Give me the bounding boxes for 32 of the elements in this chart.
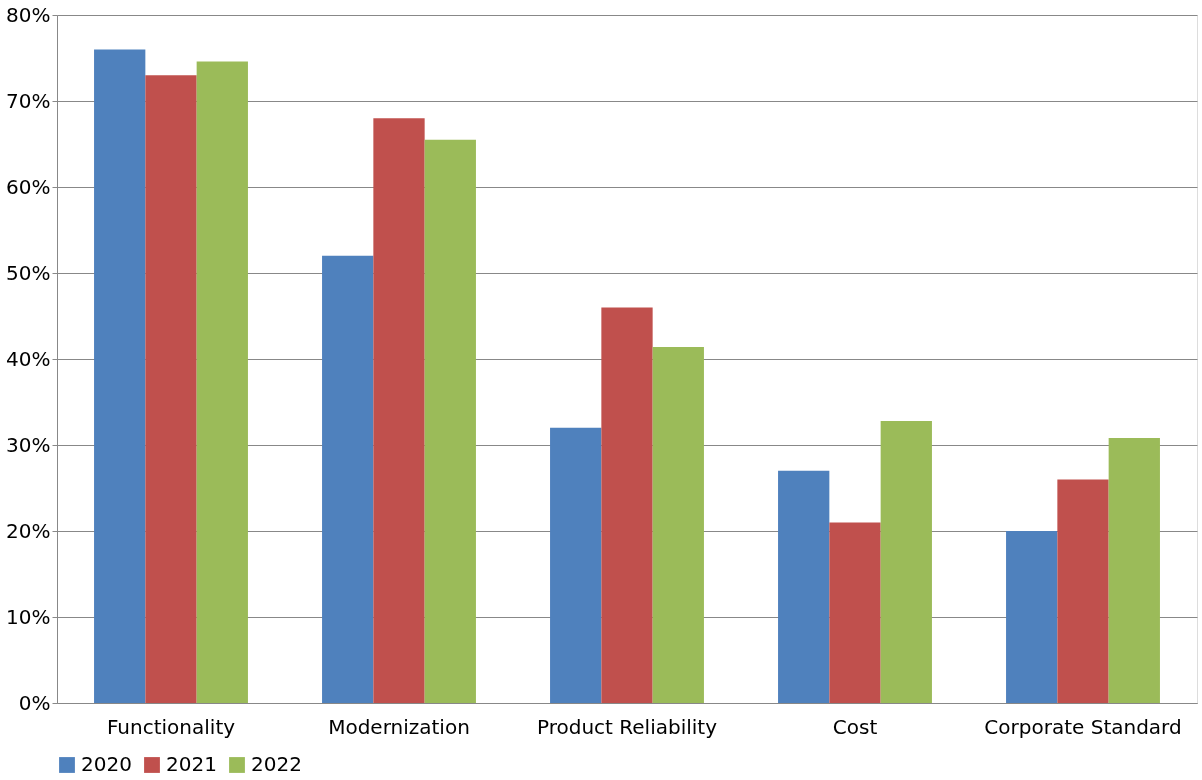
bar — [778, 470, 830, 703]
legend-label: 2022 — [251, 752, 302, 776]
bar — [1006, 531, 1058, 703]
y-tick-label: 20% — [6, 518, 51, 543]
bar — [601, 307, 653, 703]
y-tick-label: 80% — [6, 2, 51, 27]
y-tick-label: 60% — [6, 174, 51, 199]
bar — [880, 420, 932, 703]
y-tick-label: 40% — [6, 346, 51, 371]
bar — [1108, 438, 1160, 703]
y-tick-label: 10% — [6, 604, 51, 629]
x-tick-label: Modernization — [328, 714, 470, 739]
bar — [829, 522, 881, 703]
x-tick-label: Corporate Standard — [984, 714, 1182, 739]
bar — [550, 427, 602, 703]
bar — [373, 118, 425, 703]
y-tick-label: 50% — [6, 260, 51, 285]
x-tick-label: Product Reliability — [536, 714, 718, 739]
bar — [322, 255, 374, 703]
bar — [145, 75, 197, 703]
bar — [1057, 479, 1109, 703]
x-tick-label: Functionality — [106, 714, 236, 739]
y-tick-label: 30% — [6, 432, 51, 457]
y-tick-label: 0% — [18, 690, 51, 715]
bar — [196, 61, 248, 703]
legend-label: 2020 — [81, 752, 132, 776]
x-tick-label: Cost — [832, 714, 878, 739]
bar — [424, 139, 476, 703]
y-tick-label: 70% — [6, 88, 51, 113]
bar — [652, 346, 704, 703]
bar — [94, 49, 146, 703]
legend-label: 2021 — [166, 752, 217, 776]
